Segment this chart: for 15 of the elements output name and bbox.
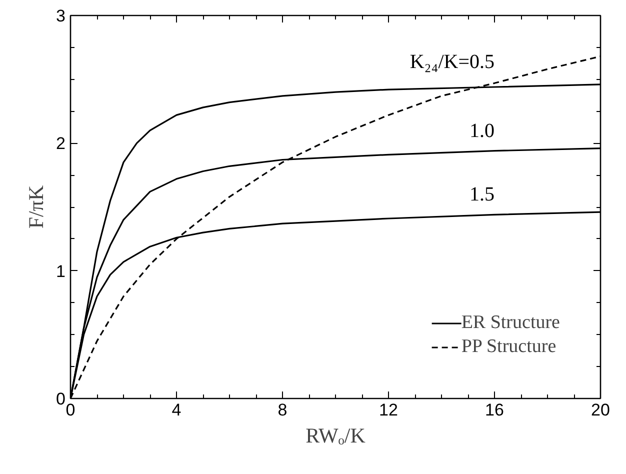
y-tick-label: 3 [56,6,66,26]
annotation: 1.5 [470,184,494,206]
x-tick-label: 20 [591,400,610,420]
x-axis-title: RWₒ/K [306,424,366,448]
x-tick-label: 4 [172,400,182,420]
x-tick-label: 16 [485,400,504,420]
legend-label: PP Structure [461,336,556,358]
legend-label: ER Structure [461,312,560,334]
annotation: K₂₄/K=0.5 [410,50,495,73]
y-tick-label: 1 [56,262,66,281]
y-axis-title: F/πK [24,185,48,229]
y-tick-label: 2 [56,134,66,154]
x-tick-label: 8 [278,400,288,420]
annotation: 1.0 [470,120,494,142]
x-tick-label: 12 [379,400,398,420]
